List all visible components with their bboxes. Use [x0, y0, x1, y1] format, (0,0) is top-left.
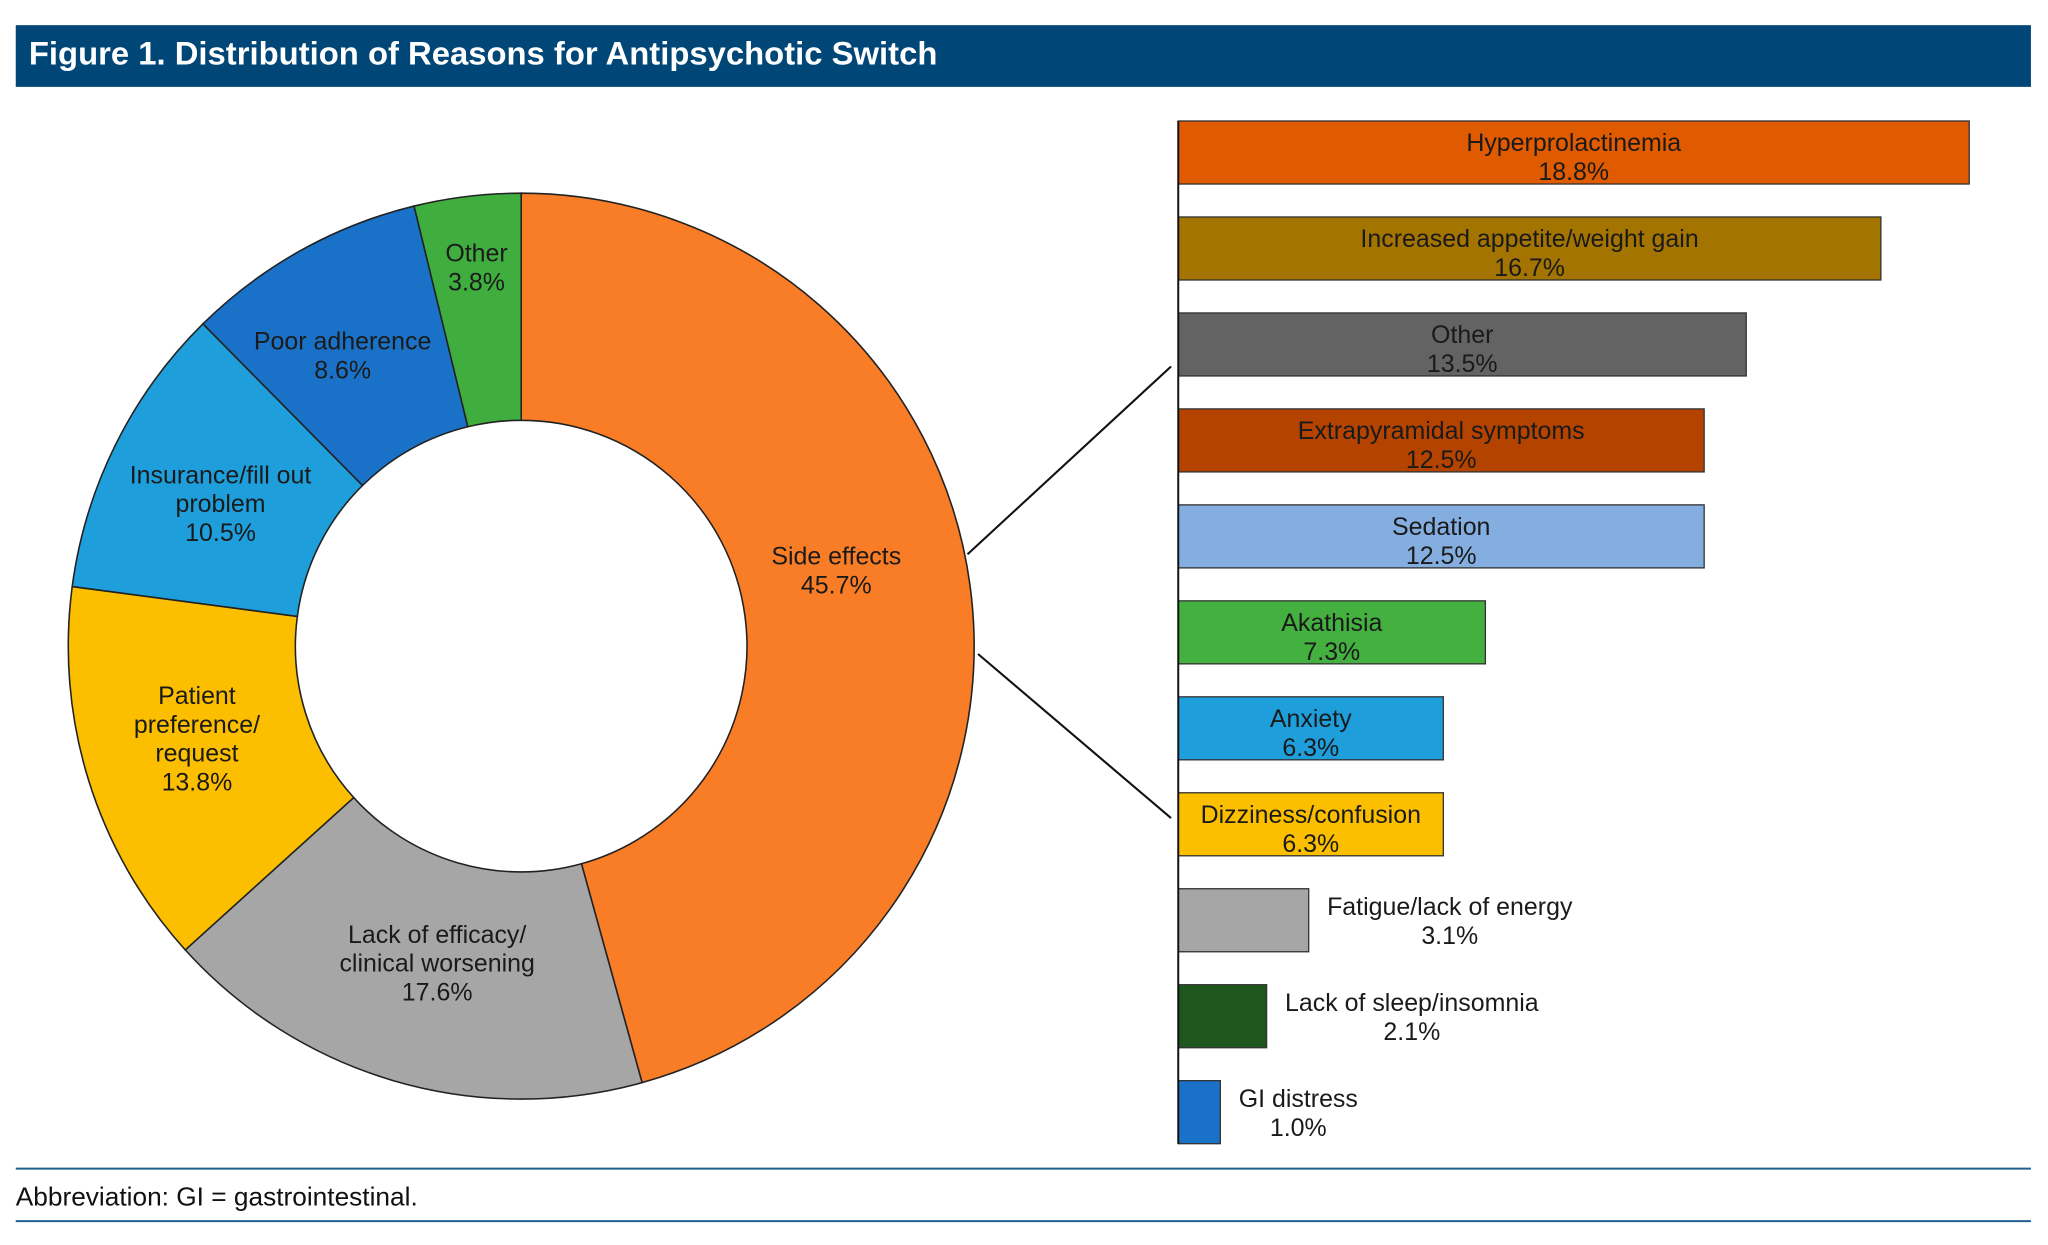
- bar-anxiety: [1177, 696, 1444, 761]
- bar-sedation: [1177, 504, 1705, 569]
- bar-gi-distress: [1177, 1080, 1221, 1145]
- slice-poor-adherence-label: Poor adherence: [254, 327, 431, 355]
- slice-insurance-fill-out-problem-label: Insurance/fill out: [130, 461, 312, 489]
- slice-insurance-fill-out-problem: [71, 322, 364, 618]
- bar-other-label: Other: [1431, 321, 1493, 349]
- slice-poor-adherence-value-label: 8.6%: [314, 356, 371, 384]
- bar-increased-appetite-weight-gain-label: Increased appetite/weight gain: [1360, 225, 1698, 253]
- bar-hyperprolactinemia-label: Hyperprolactinemia: [1466, 129, 1681, 157]
- slice-side-effects: [520, 192, 975, 1084]
- bar-dizziness-confusion-label: Dizziness/confusion: [1201, 801, 1421, 829]
- bar-lack-of-sleep-insomnia-label: Lack of sleep/insomnia: [1285, 989, 1539, 1017]
- connector-line-top: [966, 365, 1172, 556]
- bar-gi-distress-value-label: 1.0%: [1270, 1114, 1327, 1142]
- bar-lack-of-sleep-insomnia: [1177, 984, 1268, 1049]
- bar-gi-distress-label: GI distress: [1239, 1085, 1358, 1113]
- title-bar: [15, 25, 2031, 87]
- bar-extrapyramidal-symptoms-value-label: 12.5%: [1406, 446, 1477, 474]
- bar-extrapyramidal-symptoms-label: Extrapyramidal symptoms: [1298, 417, 1585, 445]
- slice-insurance-fill-out-problem-label: problem: [175, 490, 265, 518]
- bar-anxiety-value-label: 6.3%: [1282, 734, 1339, 762]
- slice-patient-preference-request-label: request: [155, 740, 238, 768]
- slice-lack-of-efficacy-clinical-worsening-value-label: 17.6%: [402, 979, 473, 1007]
- bar-fatigue-lack-of-energy-value-label: 3.1%: [1421, 922, 1478, 950]
- slice-lack-of-efficacy-clinical-worsening-label: clinical worsening: [339, 950, 534, 978]
- slice-other: [413, 192, 522, 428]
- bar-dizziness-confusion: [1177, 792, 1444, 857]
- bar-fatigue-lack-of-energy-label: Fatigue/lack of energy: [1327, 893, 1573, 921]
- bar-akathisia-value-label: 7.3%: [1303, 638, 1360, 666]
- slice-lack-of-efficacy-clinical-worsening-label: Lack of efficacy/: [348, 921, 526, 949]
- bar-sedation-value-label: 12.5%: [1406, 542, 1477, 570]
- bar-akathisia-label: Akathisia: [1281, 609, 1382, 637]
- bar-hyperprolactinemia: [1177, 120, 1970, 185]
- bar-increased-appetite-weight-gain-value-label: 16.7%: [1494, 254, 1565, 282]
- bar-lack-of-sleep-insomnia-value-label: 2.1%: [1383, 1018, 1440, 1046]
- bar-other-value-label: 13.5%: [1427, 350, 1498, 378]
- slice-other-value-label: 3.8%: [448, 268, 505, 296]
- bar-hyperprolactinemia-value-label: 18.8%: [1538, 158, 1609, 186]
- bar-increased-appetite-weight-gain: [1177, 216, 1882, 281]
- slice-patient-preference-request-label: Patient: [158, 682, 236, 710]
- bar-sedation-label: Sedation: [1392, 513, 1490, 541]
- slice-side-effects-value-label: 45.7%: [801, 572, 872, 600]
- slice-patient-preference-request: [67, 585, 355, 952]
- slice-lack-of-efficacy-clinical-worsening: [184, 796, 644, 1100]
- slice-insurance-fill-out-problem-value-label: 10.5%: [185, 519, 256, 547]
- bar-extrapyramidal-symptoms: [1177, 408, 1705, 473]
- footnote: Abbreviation: GI = gastrointestinal.: [16, 1181, 418, 1211]
- slice-patient-preference-request-value-label: 13.8%: [162, 769, 233, 797]
- connector-line-bottom: [977, 653, 1172, 819]
- slice-side-effects-label: Side effects: [771, 543, 901, 571]
- bar-akathisia: [1177, 600, 1487, 665]
- figure-title: Figure 1. Distribution of Reasons for An…: [29, 35, 938, 72]
- bar-dizziness-confusion-value-label: 6.3%: [1282, 830, 1339, 858]
- bar-other: [1177, 312, 1747, 377]
- slice-other-label: Other: [445, 239, 507, 267]
- bar-anxiety-label: Anxiety: [1270, 705, 1352, 733]
- bar-fatigue-lack-of-energy: [1177, 888, 1310, 953]
- slice-patient-preference-request-label: preference/: [134, 711, 260, 739]
